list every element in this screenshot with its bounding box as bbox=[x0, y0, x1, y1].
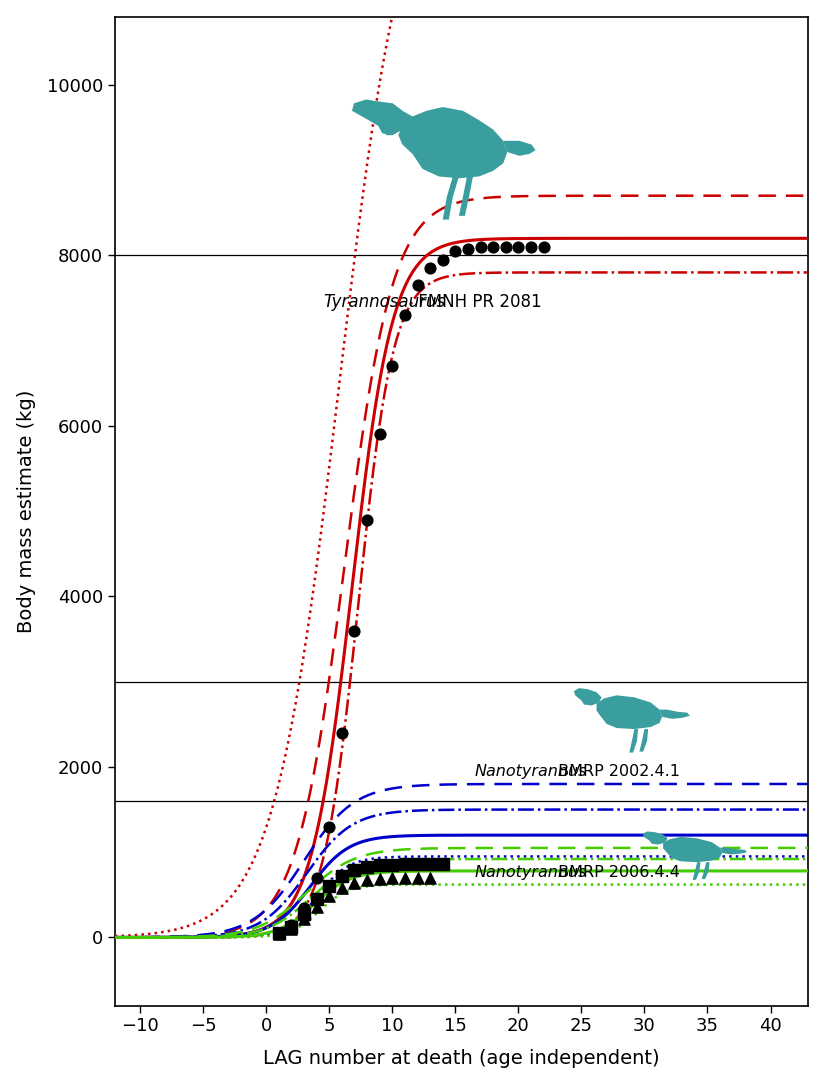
Point bbox=[373, 856, 386, 873]
Polygon shape bbox=[720, 847, 747, 855]
X-axis label: LAG number at death (age independent): LAG number at death (age independent) bbox=[263, 1049, 660, 1069]
Point bbox=[361, 871, 374, 889]
Polygon shape bbox=[596, 695, 662, 729]
Y-axis label: Body mass estimate (kg): Body mass estimate (kg) bbox=[16, 390, 35, 633]
Point bbox=[310, 898, 323, 916]
Point bbox=[537, 239, 550, 256]
Point bbox=[373, 870, 386, 888]
Point bbox=[348, 861, 361, 879]
Point bbox=[386, 358, 399, 375]
Text: Nanotyrannus: Nanotyrannus bbox=[474, 865, 587, 880]
Polygon shape bbox=[459, 177, 473, 216]
Polygon shape bbox=[663, 837, 722, 863]
Point bbox=[411, 869, 424, 886]
Point bbox=[423, 259, 436, 277]
Polygon shape bbox=[503, 141, 535, 156]
Point bbox=[411, 855, 424, 872]
Point bbox=[386, 856, 399, 873]
Point bbox=[348, 875, 361, 892]
Point bbox=[323, 886, 336, 904]
Point bbox=[285, 916, 298, 933]
Polygon shape bbox=[629, 729, 639, 753]
Point bbox=[386, 870, 399, 888]
Point bbox=[323, 818, 336, 835]
Point bbox=[436, 251, 450, 268]
Point bbox=[335, 724, 348, 741]
Polygon shape bbox=[352, 100, 407, 136]
Point bbox=[461, 240, 474, 257]
Polygon shape bbox=[659, 710, 690, 719]
Polygon shape bbox=[443, 177, 459, 219]
Text: BMRP 2006.4.4: BMRP 2006.4.4 bbox=[553, 865, 680, 880]
Point bbox=[335, 879, 348, 896]
Text: BMRP 2002.4.1: BMRP 2002.4.1 bbox=[553, 764, 680, 779]
Point bbox=[285, 920, 298, 937]
Point bbox=[335, 867, 348, 884]
Polygon shape bbox=[639, 729, 648, 752]
Point bbox=[348, 622, 361, 639]
Point bbox=[398, 855, 412, 872]
Polygon shape bbox=[693, 863, 700, 880]
Point bbox=[398, 306, 412, 323]
Point bbox=[361, 511, 374, 528]
Point bbox=[285, 919, 298, 936]
Point bbox=[525, 239, 538, 256]
Point bbox=[323, 878, 336, 895]
Point bbox=[310, 891, 323, 908]
Polygon shape bbox=[643, 831, 667, 844]
Point bbox=[423, 855, 436, 872]
Point bbox=[272, 924, 285, 942]
Point bbox=[398, 869, 412, 886]
Point bbox=[298, 910, 311, 928]
Point bbox=[436, 855, 450, 872]
Text: Tyrannosaurus: Tyrannosaurus bbox=[323, 293, 446, 311]
Point bbox=[310, 869, 323, 886]
Text: Nanotyrannus: Nanotyrannus bbox=[474, 764, 587, 779]
Polygon shape bbox=[382, 103, 412, 136]
Point bbox=[298, 898, 311, 916]
Text: FMNH PR 2081: FMNH PR 2081 bbox=[413, 293, 542, 311]
Point bbox=[298, 905, 311, 922]
Point bbox=[411, 277, 424, 294]
Point bbox=[499, 239, 512, 256]
Polygon shape bbox=[398, 107, 507, 178]
Point bbox=[487, 239, 500, 256]
Point bbox=[512, 239, 525, 256]
Point bbox=[272, 926, 285, 943]
Point bbox=[373, 425, 386, 443]
Point bbox=[474, 239, 487, 256]
Point bbox=[423, 869, 436, 886]
Polygon shape bbox=[574, 688, 601, 705]
Point bbox=[449, 242, 462, 259]
Polygon shape bbox=[702, 863, 709, 879]
Point bbox=[361, 858, 374, 876]
